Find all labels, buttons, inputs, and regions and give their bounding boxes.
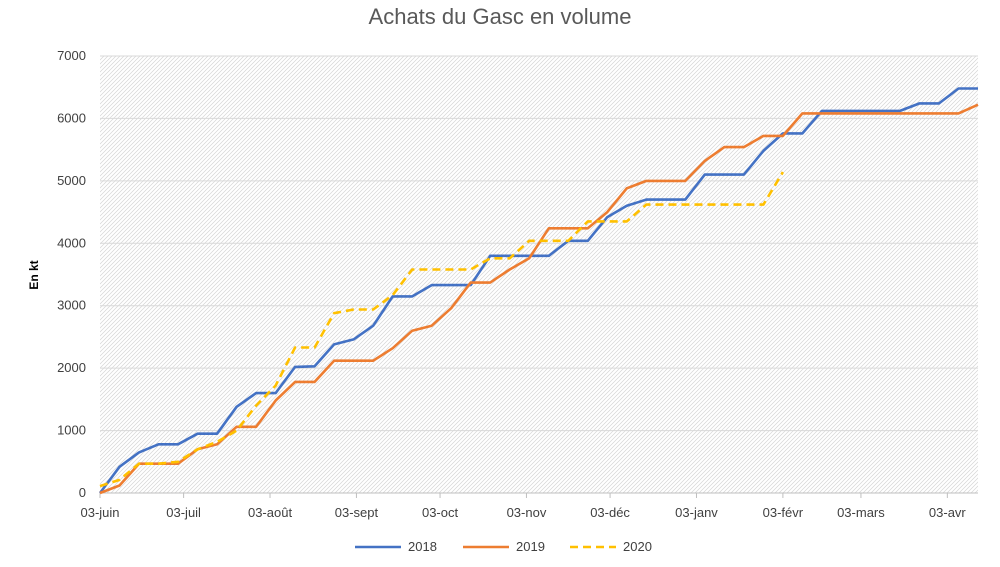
x-tick-label: 03-déc	[590, 505, 630, 520]
plot-area	[100, 56, 978, 493]
legend-item-2020[interactable]: 2020	[570, 539, 652, 554]
axes: 0 1000 2000 3000 4000 5000 6000 7000 03-juin 03-j…	[57, 48, 978, 520]
x-tick-label: 03-juin	[80, 505, 119, 520]
y-tick-label: 7000	[57, 48, 86, 63]
series-line-2020	[99, 171, 785, 488]
legend-label: 2019	[516, 539, 545, 554]
y-tick-label: 0	[79, 485, 86, 500]
legend-item-2018[interactable]: 2018	[355, 539, 437, 554]
x-tick-label: 03-mars	[837, 505, 885, 520]
series-line-2018	[98, 87, 978, 494]
y-tick-label: 6000	[57, 110, 86, 125]
x-tick-label: 03-août	[248, 505, 292, 520]
x-tick-label: 03-févr	[763, 505, 804, 520]
series-lines	[98, 87, 979, 495]
y-tick-label: 4000	[57, 235, 86, 250]
series-line-2019	[99, 103, 979, 495]
y-axis-title: En kt	[27, 260, 41, 289]
y-tick-label: 1000	[57, 423, 86, 438]
x-tick-label: 03-janv	[675, 505, 718, 520]
y-tick-label: 2000	[57, 360, 86, 375]
x-tick-label: 03-oct	[422, 505, 459, 520]
x-tick-label: 03-juil	[166, 505, 201, 520]
x-tick-label: 03-nov	[507, 505, 547, 520]
y-tick-label: 3000	[57, 298, 86, 313]
y-tick-label: 5000	[57, 173, 86, 188]
x-tick-label: 03-sept	[335, 505, 379, 520]
chart-title: Achats du Gasc en volume	[369, 4, 632, 29]
legend[interactable]: 2018 2019 2020	[355, 539, 652, 554]
legend-item-2019[interactable]: 2019	[463, 539, 545, 554]
x-tick-label: 03-avr	[929, 505, 967, 520]
legend-label: 2018	[408, 539, 437, 554]
gridlines	[100, 55, 978, 432]
legend-label: 2020	[623, 539, 652, 554]
